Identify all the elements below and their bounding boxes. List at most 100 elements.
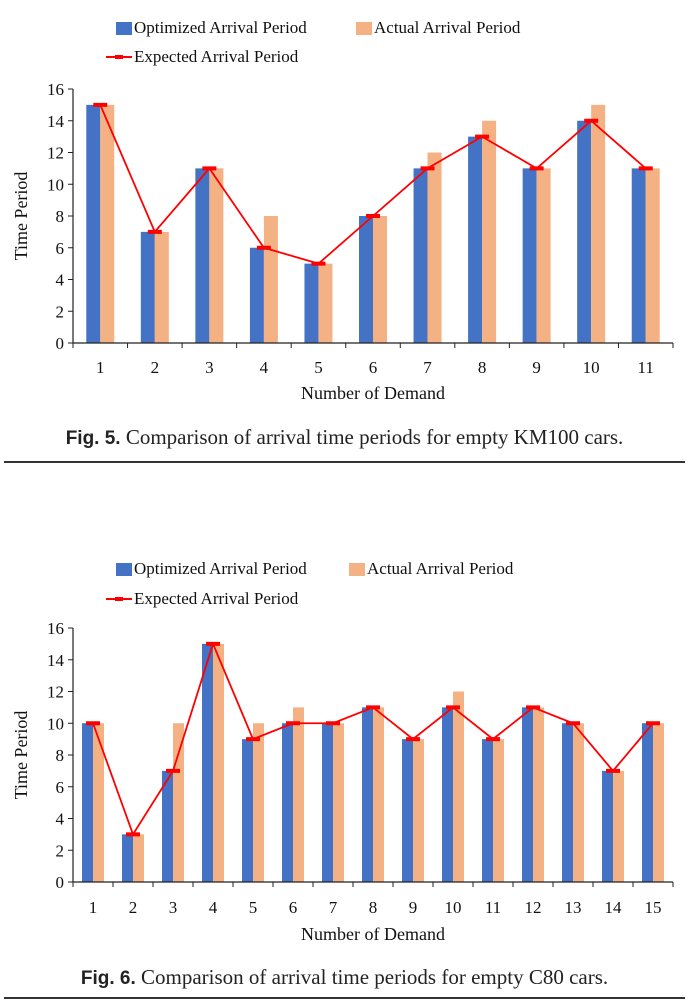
x-tick-label: 2 [129, 898, 138, 917]
bar-optimized [442, 707, 453, 882]
bar-optimized [202, 643, 213, 882]
y-tick-label: 0 [56, 334, 65, 353]
bar-actual [373, 216, 387, 343]
figure-5: Optimized Arrival Period Actual Arrival … [0, 0, 689, 470]
x-tick-label: 13 [565, 898, 582, 917]
y-tick-label: 6 [56, 239, 65, 258]
point-expected [93, 102, 108, 107]
y-tick-label: 2 [56, 302, 65, 321]
bar-actual [613, 770, 624, 882]
figure-caption: Fig. 5. Comparison of arrival time perio… [0, 425, 689, 450]
x-tick-label: 8 [369, 898, 378, 917]
bar-actual [413, 739, 424, 882]
legend-label-actual: Actual Arrival Period [374, 18, 521, 37]
bar-optimized [642, 723, 653, 882]
bar-optimized [577, 120, 592, 343]
bar-actual [213, 643, 224, 882]
caption-figure-number: Fig. 6. [80, 968, 136, 989]
y-tick-label: 16 [47, 80, 64, 99]
point-expected [311, 261, 326, 266]
caption-text: Comparison of arrival time periods for e… [135, 965, 609, 989]
bar-actual [263, 216, 278, 343]
bar-optimized [562, 723, 573, 882]
point-expected [366, 705, 380, 710]
caption-figure-number: Fig. 5. [65, 428, 121, 449]
x-axis-title: Number of Demand [301, 924, 445, 944]
bar-optimized [482, 739, 493, 882]
x-tick-label: 4 [260, 358, 269, 377]
bar-optimized [522, 707, 533, 882]
bar-optimized [602, 770, 613, 882]
point-expected [86, 721, 100, 726]
y-tick-label: 0 [56, 873, 65, 892]
point-expected [420, 166, 435, 171]
point-expected [526, 705, 540, 710]
bar-optimized [402, 739, 413, 882]
legend-label-expected: Expected Arrival Period [134, 589, 299, 608]
legend-swatch-expected [106, 50, 132, 64]
x-tick-label: 4 [209, 898, 218, 917]
x-tick-label: 6 [369, 358, 378, 377]
bar-optimized [195, 168, 210, 343]
bar-actual [100, 104, 115, 343]
x-tick-label: 1 [96, 358, 105, 377]
bar-optimized [413, 168, 428, 343]
bar-optimized [140, 231, 155, 343]
bar-actual [318, 263, 333, 343]
bar-optimized [162, 770, 173, 882]
x-tick-label: 3 [169, 898, 178, 917]
bar-actual [427, 152, 442, 343]
y-tick-label: 4 [56, 810, 65, 829]
x-tick-label: 7 [329, 898, 338, 917]
point-expected [147, 229, 162, 234]
bar-actual [653, 723, 664, 882]
bar-actual [533, 707, 544, 882]
bar-actual [333, 723, 344, 882]
bar-optimized [242, 739, 253, 882]
point-expected [475, 134, 490, 139]
y-tick-label: 16 [47, 619, 64, 638]
point-expected [529, 166, 544, 171]
legend-label-expected: Expected Arrival Period [134, 47, 299, 66]
bar-optimized [86, 104, 101, 343]
bar-optimized [468, 136, 483, 343]
x-tick-label: 11 [638, 358, 654, 377]
y-axis-title: Time Period [11, 711, 31, 800]
bar-optimized [282, 723, 293, 882]
bar-actual [645, 168, 660, 343]
point-expected [566, 721, 580, 726]
x-tick-label: 10 [445, 898, 462, 917]
point-expected [406, 737, 420, 742]
x-tick-label: 5 [314, 358, 323, 377]
bar-optimized [322, 723, 333, 882]
y-tick-label: 8 [56, 746, 65, 765]
point-expected [366, 214, 380, 218]
x-tick-label: 8 [478, 358, 487, 377]
point-expected [166, 768, 180, 773]
bar-optimized [122, 834, 133, 882]
x-tick-label: 6 [289, 898, 298, 917]
y-tick-label: 10 [47, 714, 64, 733]
bar-actual [493, 739, 504, 882]
legend-swatch-expected [106, 592, 132, 606]
point-expected [446, 705, 460, 710]
legend-label-optimized: Optimized Arrival Period [134, 18, 307, 37]
bar-actual [591, 104, 606, 343]
point-expected [606, 768, 620, 773]
x-tick-label: 5 [249, 898, 258, 917]
x-tick-label: 12 [525, 898, 542, 917]
point-expected [326, 721, 340, 726]
bar-actual [293, 707, 304, 882]
bar-optimized [82, 723, 93, 882]
legend-label-optimized: Optimized Arrival Period [134, 559, 307, 578]
x-tick-label: 7 [423, 358, 432, 377]
bar-optimized [359, 216, 373, 343]
legend-swatch-optimized [116, 562, 132, 576]
caption-rule [4, 997, 685, 999]
y-tick-label: 12 [47, 144, 64, 163]
y-tick-label: 2 [56, 841, 65, 860]
point-expected [584, 118, 599, 123]
bar-actual [573, 723, 584, 882]
x-axis-title: Number of Demand [301, 383, 445, 403]
